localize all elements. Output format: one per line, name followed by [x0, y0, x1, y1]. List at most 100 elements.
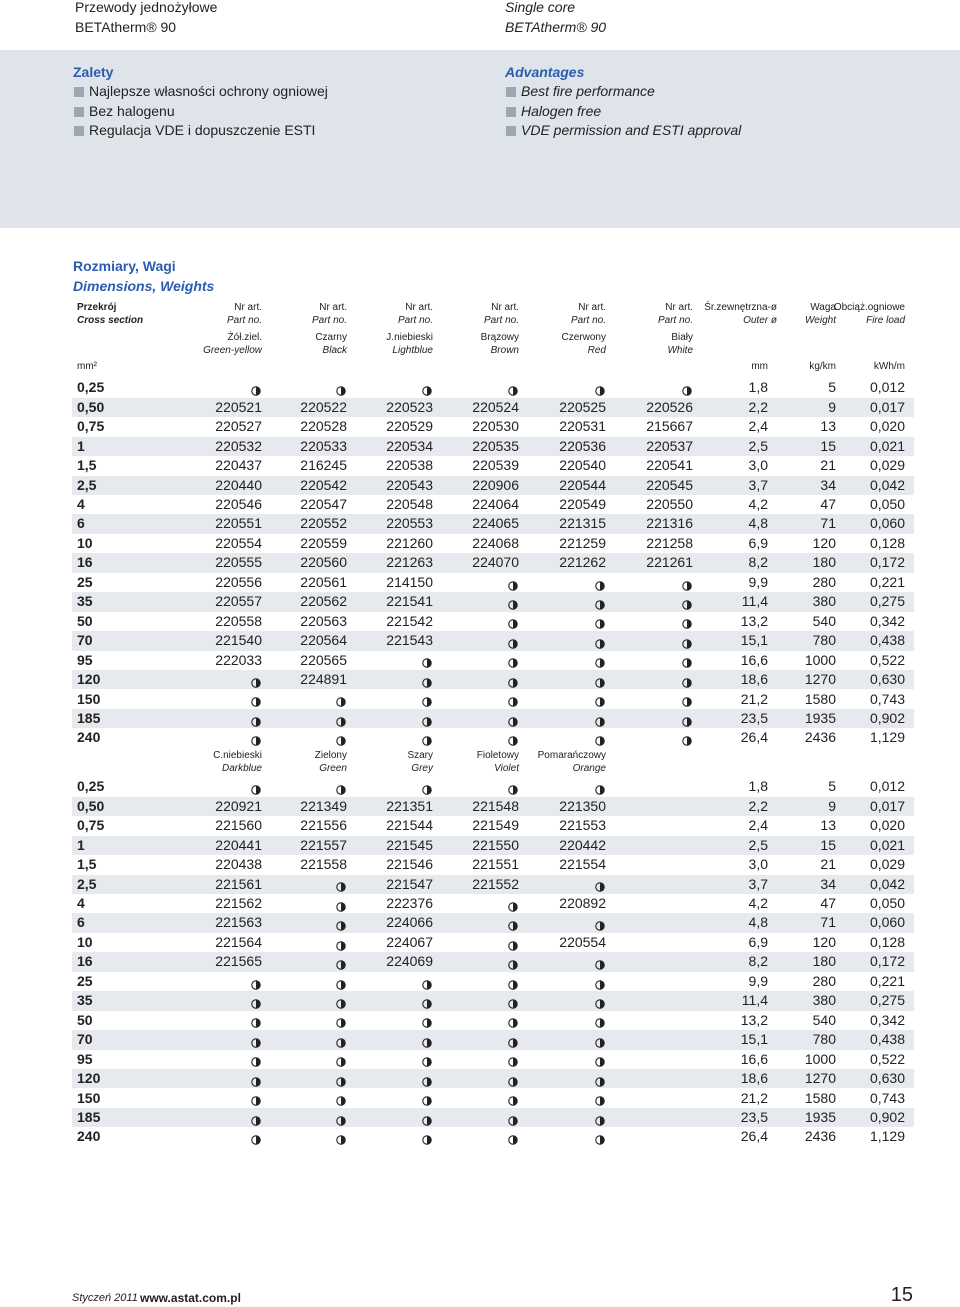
color-label: J.niebieski	[386, 331, 433, 343]
icon	[422, 979, 432, 990]
on-request-icon	[422, 675, 432, 688]
cross-section: 10	[77, 933, 93, 950]
row-shade	[72, 991, 914, 1011]
table-cell: 222376	[386, 895, 433, 911]
icon	[336, 1135, 346, 1145]
table-cell: 221544	[386, 817, 433, 834]
row-shade	[72, 835, 914, 856]
icon	[422, 736, 432, 746]
table-cell: 220441	[215, 836, 262, 853]
table-cell: 220544	[559, 476, 606, 493]
on-request-icon	[595, 1054, 605, 1068]
table-cell: 2,5	[748, 437, 768, 454]
table-cell: 21,2	[740, 1089, 768, 1106]
icon	[336, 979, 346, 990]
table-cell: 221565	[215, 953, 262, 970]
column-header: Nr art.	[405, 301, 433, 313]
icon	[422, 678, 432, 688]
icon	[336, 736, 346, 746]
on-request-icon	[422, 655, 432, 669]
table-cell: 0,172	[869, 953, 905, 970]
table-cell: 0,221	[869, 573, 905, 590]
color-label: Żół.ziel.	[227, 331, 262, 343]
table-cell: 221547	[386, 875, 433, 892]
icon	[595, 1135, 605, 1145]
on-request-icon	[595, 918, 605, 931]
table-cell: 180	[812, 554, 836, 571]
table-cell: 220529	[386, 418, 433, 435]
table-cell: 221258	[646, 534, 693, 551]
table-cell: 0,012	[869, 778, 905, 795]
row-shade	[72, 514, 914, 534]
table-cell: 221261	[646, 554, 693, 571]
on-request-icon	[595, 1015, 605, 1029]
icon	[422, 1096, 432, 1106]
table-cell: 220438	[215, 856, 262, 873]
cross-section: 120	[77, 1070, 101, 1087]
icon	[595, 1096, 605, 1106]
table-cell: 221552	[472, 875, 519, 892]
on-request-icon	[251, 694, 261, 707]
table-cell: 0,172	[869, 554, 905, 571]
on-request-icon	[595, 636, 605, 649]
table-cell: 220535	[472, 437, 519, 454]
table-cell: 221542	[386, 612, 433, 629]
table-cell: 15,1	[740, 632, 768, 649]
table-cell: 1,129	[869, 1128, 905, 1145]
table-cell: 220534	[386, 437, 433, 454]
on-request-icon	[336, 1054, 346, 1068]
table-cell: 18,6	[740, 671, 768, 688]
on-request-icon	[251, 782, 261, 795]
on-request-icon	[422, 694, 432, 707]
table-cell: 13	[820, 817, 836, 834]
table-cell: 215667	[646, 418, 693, 435]
table-cell: 224891	[300, 671, 347, 688]
on-request-icon	[508, 1132, 518, 1145]
bullet	[74, 87, 84, 97]
header-text: BETAtherm® 90	[75, 19, 177, 36]
column-header: Part no.	[483, 314, 519, 326]
table-cell: 220554	[215, 534, 262, 551]
on-request-icon	[336, 1113, 346, 1126]
icon	[508, 619, 518, 630]
header-text: BETAtherm® 90	[505, 19, 607, 36]
row-shade	[72, 913, 914, 933]
table-cell: 221550	[472, 836, 519, 853]
bullet	[74, 106, 84, 117]
on-request-icon	[251, 1093, 261, 1106]
on-request-icon	[336, 782, 346, 795]
table-cell: 221548	[472, 797, 519, 814]
table-cell: 220550	[646, 496, 693, 512]
table-cell: 0,128	[869, 933, 905, 950]
table-cell: 220557	[215, 593, 262, 610]
table-cell: 280	[812, 573, 836, 590]
icon	[251, 1096, 261, 1106]
on-request-icon	[508, 1074, 518, 1087]
icon	[251, 999, 261, 1009]
on-request-icon	[251, 1054, 261, 1068]
table-cell: 220531	[559, 418, 606, 435]
on-request-icon	[336, 977, 346, 990]
icon	[508, 901, 518, 912]
on-request-icon	[336, 879, 346, 892]
icon	[422, 785, 432, 795]
cross-section: 150	[77, 1089, 101, 1106]
color-label: Fioletowy	[476, 749, 519, 761]
on-request-icon	[682, 675, 692, 688]
on-request-icon	[336, 918, 346, 931]
table-cell: 0,743	[869, 1089, 905, 1106]
icon	[682, 658, 692, 669]
cross-section: 2,5	[77, 875, 97, 892]
table-cell: 221315	[559, 515, 606, 532]
icon	[508, 999, 518, 1009]
bullet	[506, 87, 516, 97]
table-cell: 0,012	[869, 379, 905, 396]
on-request-icon	[422, 1093, 432, 1106]
row-shade	[72, 874, 914, 894]
table-cell: 3,7	[748, 875, 768, 892]
table-cell: 6,9	[748, 534, 768, 551]
on-request-icon	[336, 938, 346, 951]
table-cell: 221557	[300, 836, 347, 853]
icon	[682, 619, 692, 630]
table-cell: 16,6	[740, 651, 768, 668]
